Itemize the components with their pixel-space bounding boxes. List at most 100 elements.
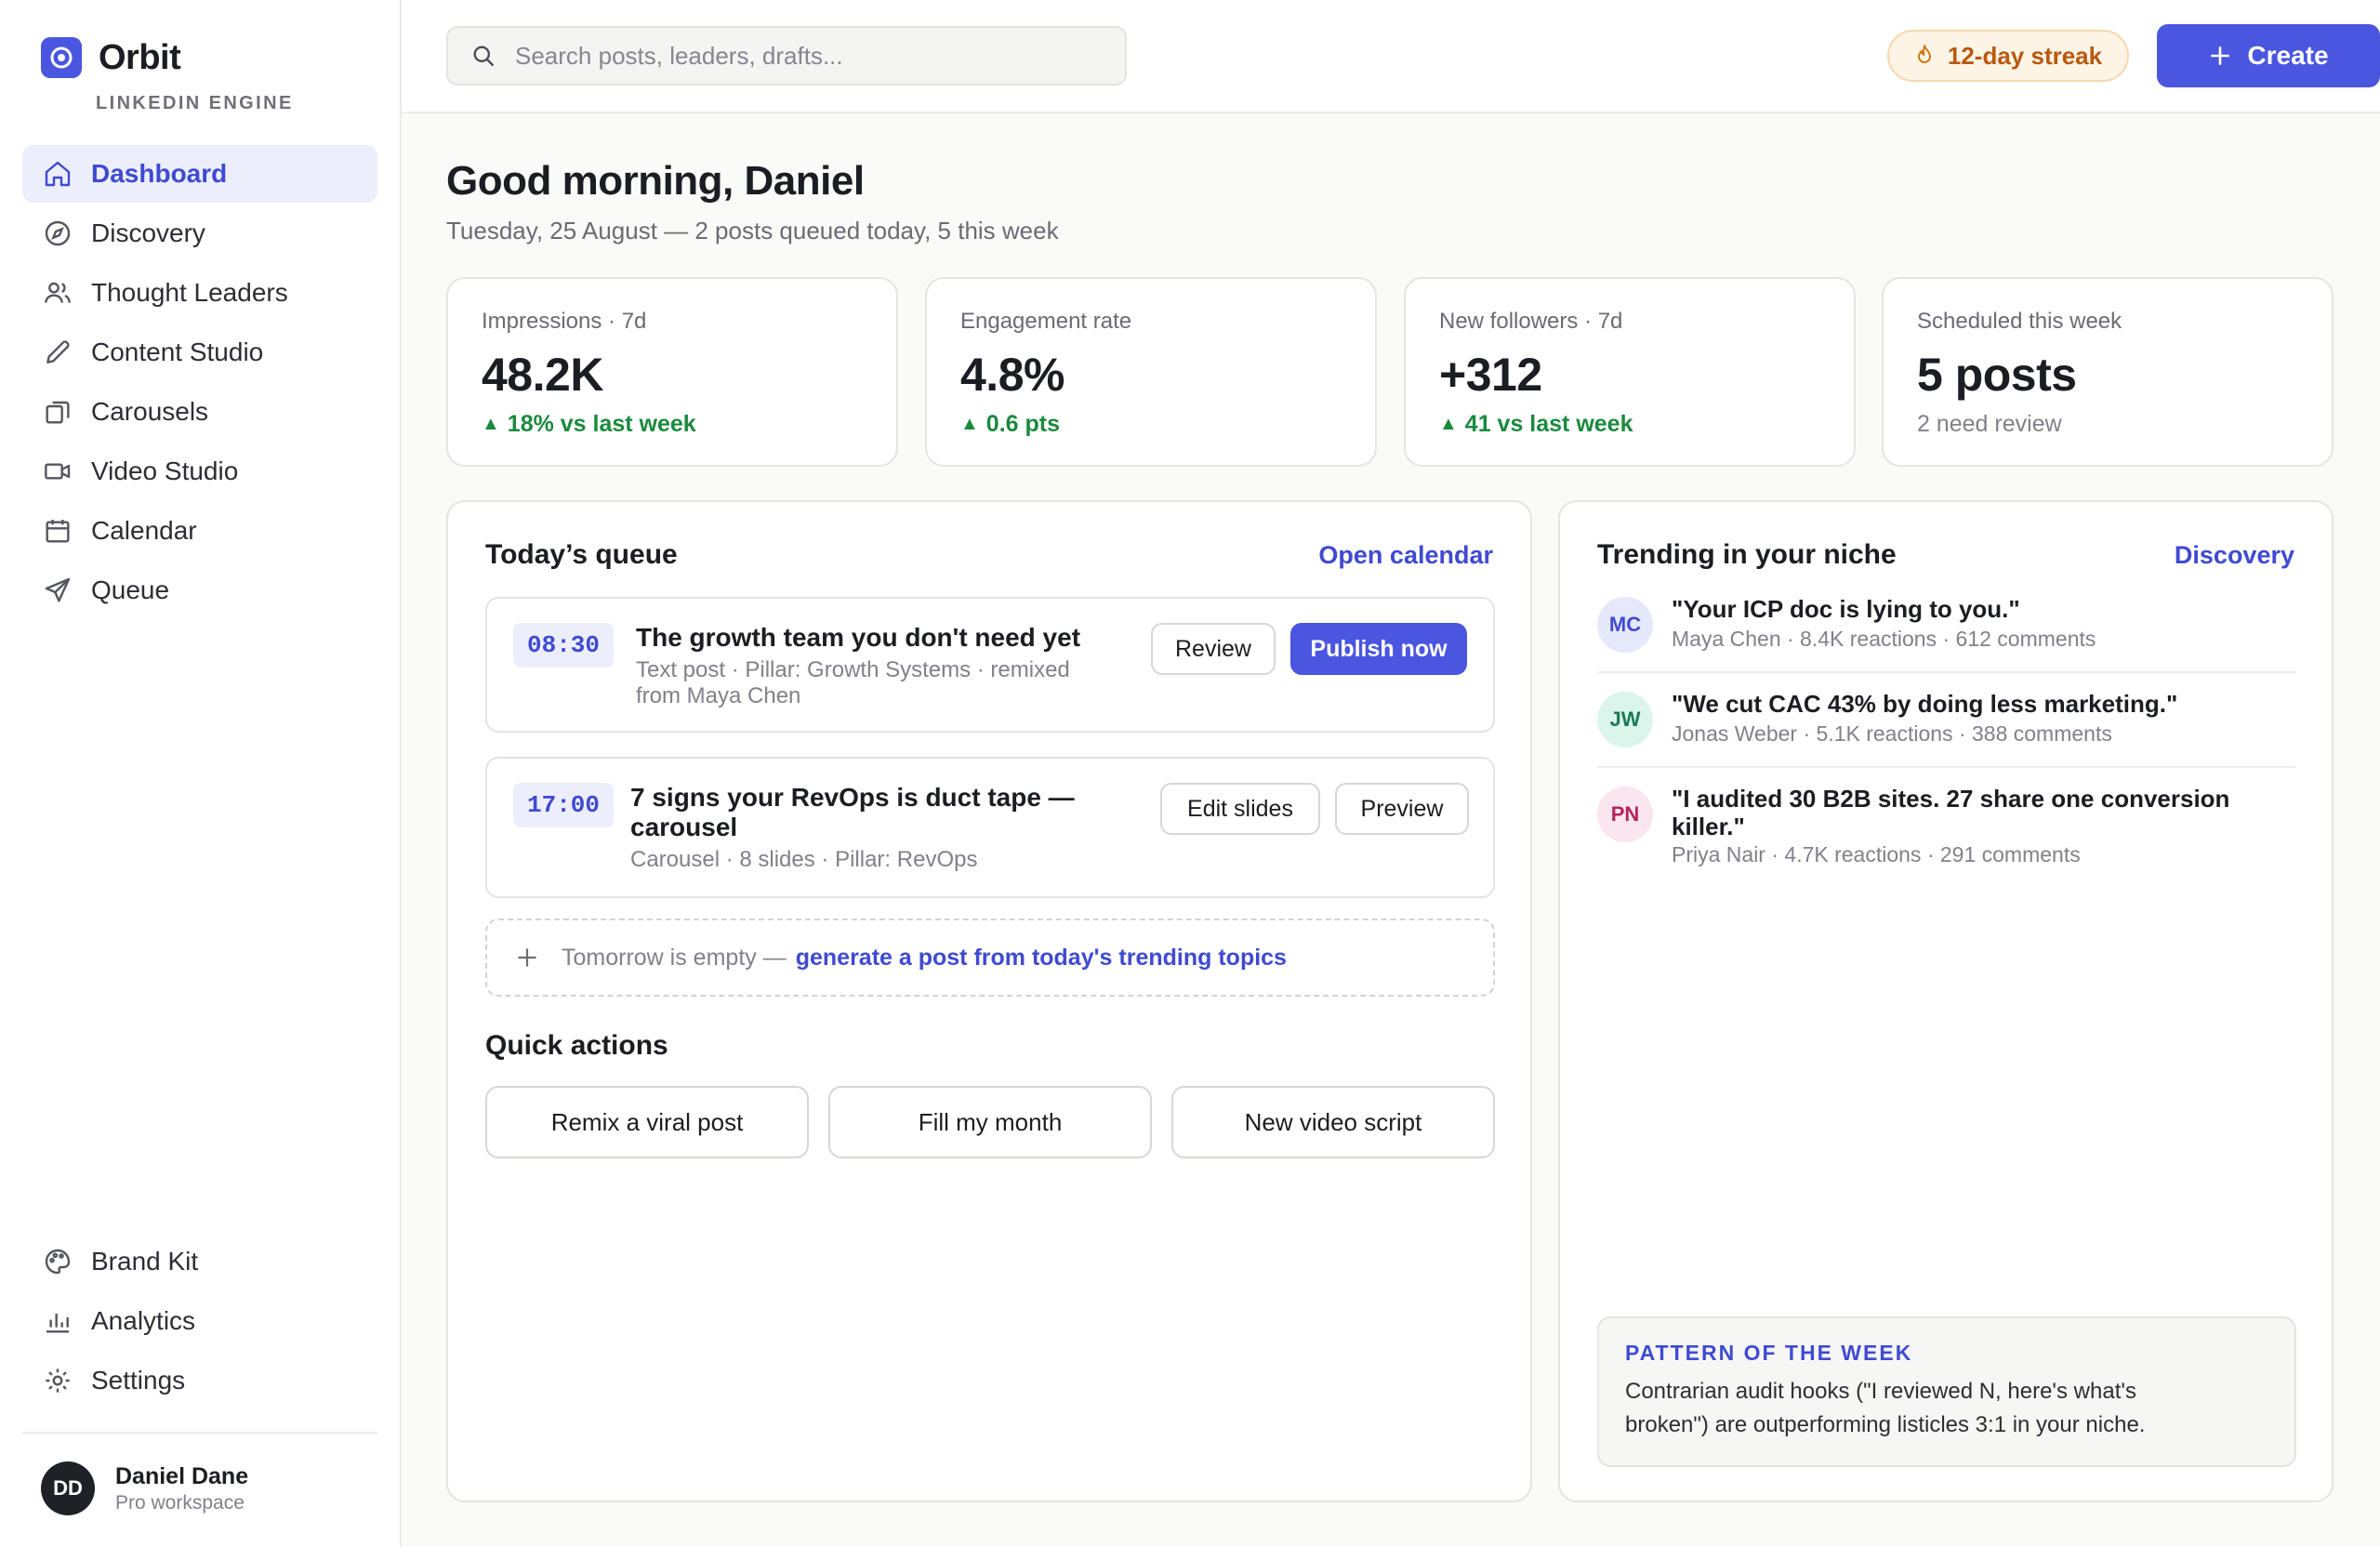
stat-delta: ▲ 0.6 pts (960, 411, 1060, 437)
panel-title: Trending in your niche (1597, 539, 1897, 570)
pattern-of-the-week: PATTERN OF THE WEEK Contrarian audit hoo… (1597, 1316, 2296, 1467)
new-video-script-button[interactable]: New video script (1171, 1086, 1495, 1158)
fill-my-month-button[interactable]: Fill my month (828, 1086, 1152, 1158)
stat-label: Engagement rate (960, 309, 1132, 334)
post-title: 7 signs your RevOps is duct tape — (630, 783, 1075, 812)
queue-item[interactable]: 08:30 The growth team you don't need yet… (485, 597, 1495, 733)
nav-item-thought-leaders[interactable]: Thought Leaders (22, 264, 377, 322)
sidebar-divider (22, 1432, 377, 1434)
trending-meta: Priya Nair · 4.7K reactions · 291 commen… (1672, 842, 2081, 866)
nav-label: Brand Kit (91, 1247, 199, 1276)
arrow-up-icon: ▲ (482, 414, 500, 434)
nav-item-discovery[interactable]: Discovery (22, 205, 377, 262)
stat-value: +312 (1439, 349, 1542, 401)
nav-label: Dashboard (91, 159, 228, 188)
create-button[interactable]: Create (2157, 24, 2380, 87)
nav-label: Thought Leaders (91, 278, 288, 307)
stat-delta: ▲ 41 vs last week (1439, 411, 1633, 437)
nav-item-calendar[interactable]: Calendar (22, 502, 377, 560)
nav-label: Carousels (91, 397, 209, 426)
nav-item-queue[interactable]: Queue (22, 562, 377, 619)
users-icon (41, 276, 74, 310)
nav-label: Queue (91, 575, 170, 604)
trending-item[interactable]: JW "We cut CAC 43% by doing less marketi… (1597, 690, 2296, 766)
preview-button[interactable]: Preview (1335, 783, 1469, 835)
stat-label: Impressions · 7d (482, 309, 647, 334)
user-plan: Pro workspace (115, 1491, 245, 1514)
avatar: JW (1597, 692, 1653, 747)
stat-value: 4.8% (960, 349, 1064, 401)
nav-item-brand-kit[interactable]: Brand Kit (22, 1233, 377, 1290)
nav-item-dashboard[interactable]: Dashboard (22, 145, 377, 203)
discovery-link[interactable]: Discovery (2174, 541, 2294, 569)
user-profile[interactable]: DD Daniel Dane Pro workspace (41, 1461, 248, 1515)
brand-subtitle: LINKEDIN ENGINE (96, 93, 294, 113)
avatar: DD (41, 1461, 95, 1515)
page-subtitle: Tuesday, 25 August — 2 posts queued toda… (446, 217, 1059, 245)
topbar: 12-day streak Create (402, 0, 2380, 113)
stat-delta: ▲ 18% vs last week (482, 411, 696, 437)
panel-title: Today’s queue (485, 539, 678, 570)
palette-icon (41, 1245, 74, 1278)
nav-label: Calendar (91, 516, 197, 545)
avatar: MC (1597, 597, 1653, 653)
remix-viral-post-button[interactable]: Remix a viral post (485, 1086, 809, 1158)
post-meta: Carousel · 8 slides · Pillar: RevOps (630, 847, 978, 872)
plus-icon (2208, 44, 2232, 68)
post-meta: from Maya Chen (636, 683, 801, 708)
stat-card-followers: New followers · 7d +312 ▲ 41 vs last week (1404, 277, 1856, 467)
nav-item-analytics[interactable]: Analytics (22, 1292, 377, 1350)
post-title: The growth team you don't need yet (636, 623, 1081, 652)
quick-actions-title: Quick actions (485, 1030, 668, 1061)
divider (1597, 766, 2296, 768)
trending-panel: Trending in your niche Discovery MC "You… (1558, 500, 2334, 1502)
send-icon (41, 574, 74, 607)
stat-label: New followers · 7d (1439, 309, 1623, 334)
streak-label: 12-day streak (1947, 41, 2103, 70)
open-calendar-link[interactable]: Open calendar (1318, 541, 1493, 569)
divider (1597, 671, 2296, 673)
post-meta: Text post · Pillar: Growth Systems · rem… (636, 657, 1070, 682)
nav-item-settings[interactable]: Settings (22, 1352, 377, 1409)
pattern-label: PATTERN OF THE WEEK (1625, 1341, 1913, 1365)
nav-item-video-studio[interactable]: Video Studio (22, 443, 377, 500)
edit-slides-button[interactable]: Edit slides (1160, 783, 1320, 835)
nav-item-carousels[interactable]: Carousels (22, 383, 377, 441)
post-title: carousel (630, 813, 738, 841)
video-icon (41, 455, 74, 488)
nav-label: Video Studio (91, 456, 239, 485)
trending-item[interactable]: PN "I audited 30 B2B sites. 27 share one… (1597, 785, 2296, 879)
orbit-logo-icon (41, 37, 82, 78)
calendar-icon (41, 514, 74, 548)
pattern-text: Contrarian audit hooks ("I reviewed N, h… (1625, 1379, 2146, 1437)
bar-chart-icon (41, 1304, 74, 1338)
nav-label: Content Studio (91, 337, 264, 366)
publish-now-button[interactable]: Publish now (1290, 623, 1467, 675)
trending-item[interactable]: MC "Your ICP doc is lying to you." Maya … (1597, 595, 2296, 671)
home-icon (41, 157, 74, 191)
search-box[interactable] (446, 26, 1127, 86)
stat-value: 48.2K (482, 349, 603, 401)
secondary-nav: Brand Kit Analytics Settings (22, 1233, 377, 1411)
search-input[interactable] (515, 41, 1110, 71)
create-label: Create (2247, 41, 2329, 70)
trending-title: "Your ICP doc is lying to you." (1672, 595, 2020, 623)
brand[interactable]: Orbit (41, 37, 181, 78)
plus-icon (515, 945, 539, 970)
review-button[interactable]: Review (1151, 623, 1276, 675)
time-badge: 08:30 (513, 623, 614, 668)
page-title: Good morning, Daniel (446, 158, 865, 204)
main-nav: Dashboard Discovery Thought Leaders Cont… (22, 145, 377, 621)
gear-icon (41, 1364, 74, 1397)
empty-slot[interactable]: Tomorrow is empty — generate a post from… (485, 919, 1495, 997)
time-badge: 17:00 (513, 783, 614, 827)
trending-title: "I audited 30 B2B sites. 27 share one co… (1672, 785, 2230, 840)
stat-delta: 2 need review (1917, 411, 2062, 437)
nav-item-content-studio[interactable]: Content Studio (22, 324, 377, 381)
empty-text: Tomorrow is empty — (562, 944, 787, 971)
avatar: PN (1597, 787, 1653, 842)
generate-post-link[interactable]: generate a post from today's trending to… (795, 944, 1287, 971)
streak-badge: 12-day streak (1887, 30, 2129, 82)
queue-item[interactable]: 17:00 7 signs your RevOps is duct tape —… (485, 757, 1495, 898)
nav-label: Discovery (91, 218, 205, 247)
